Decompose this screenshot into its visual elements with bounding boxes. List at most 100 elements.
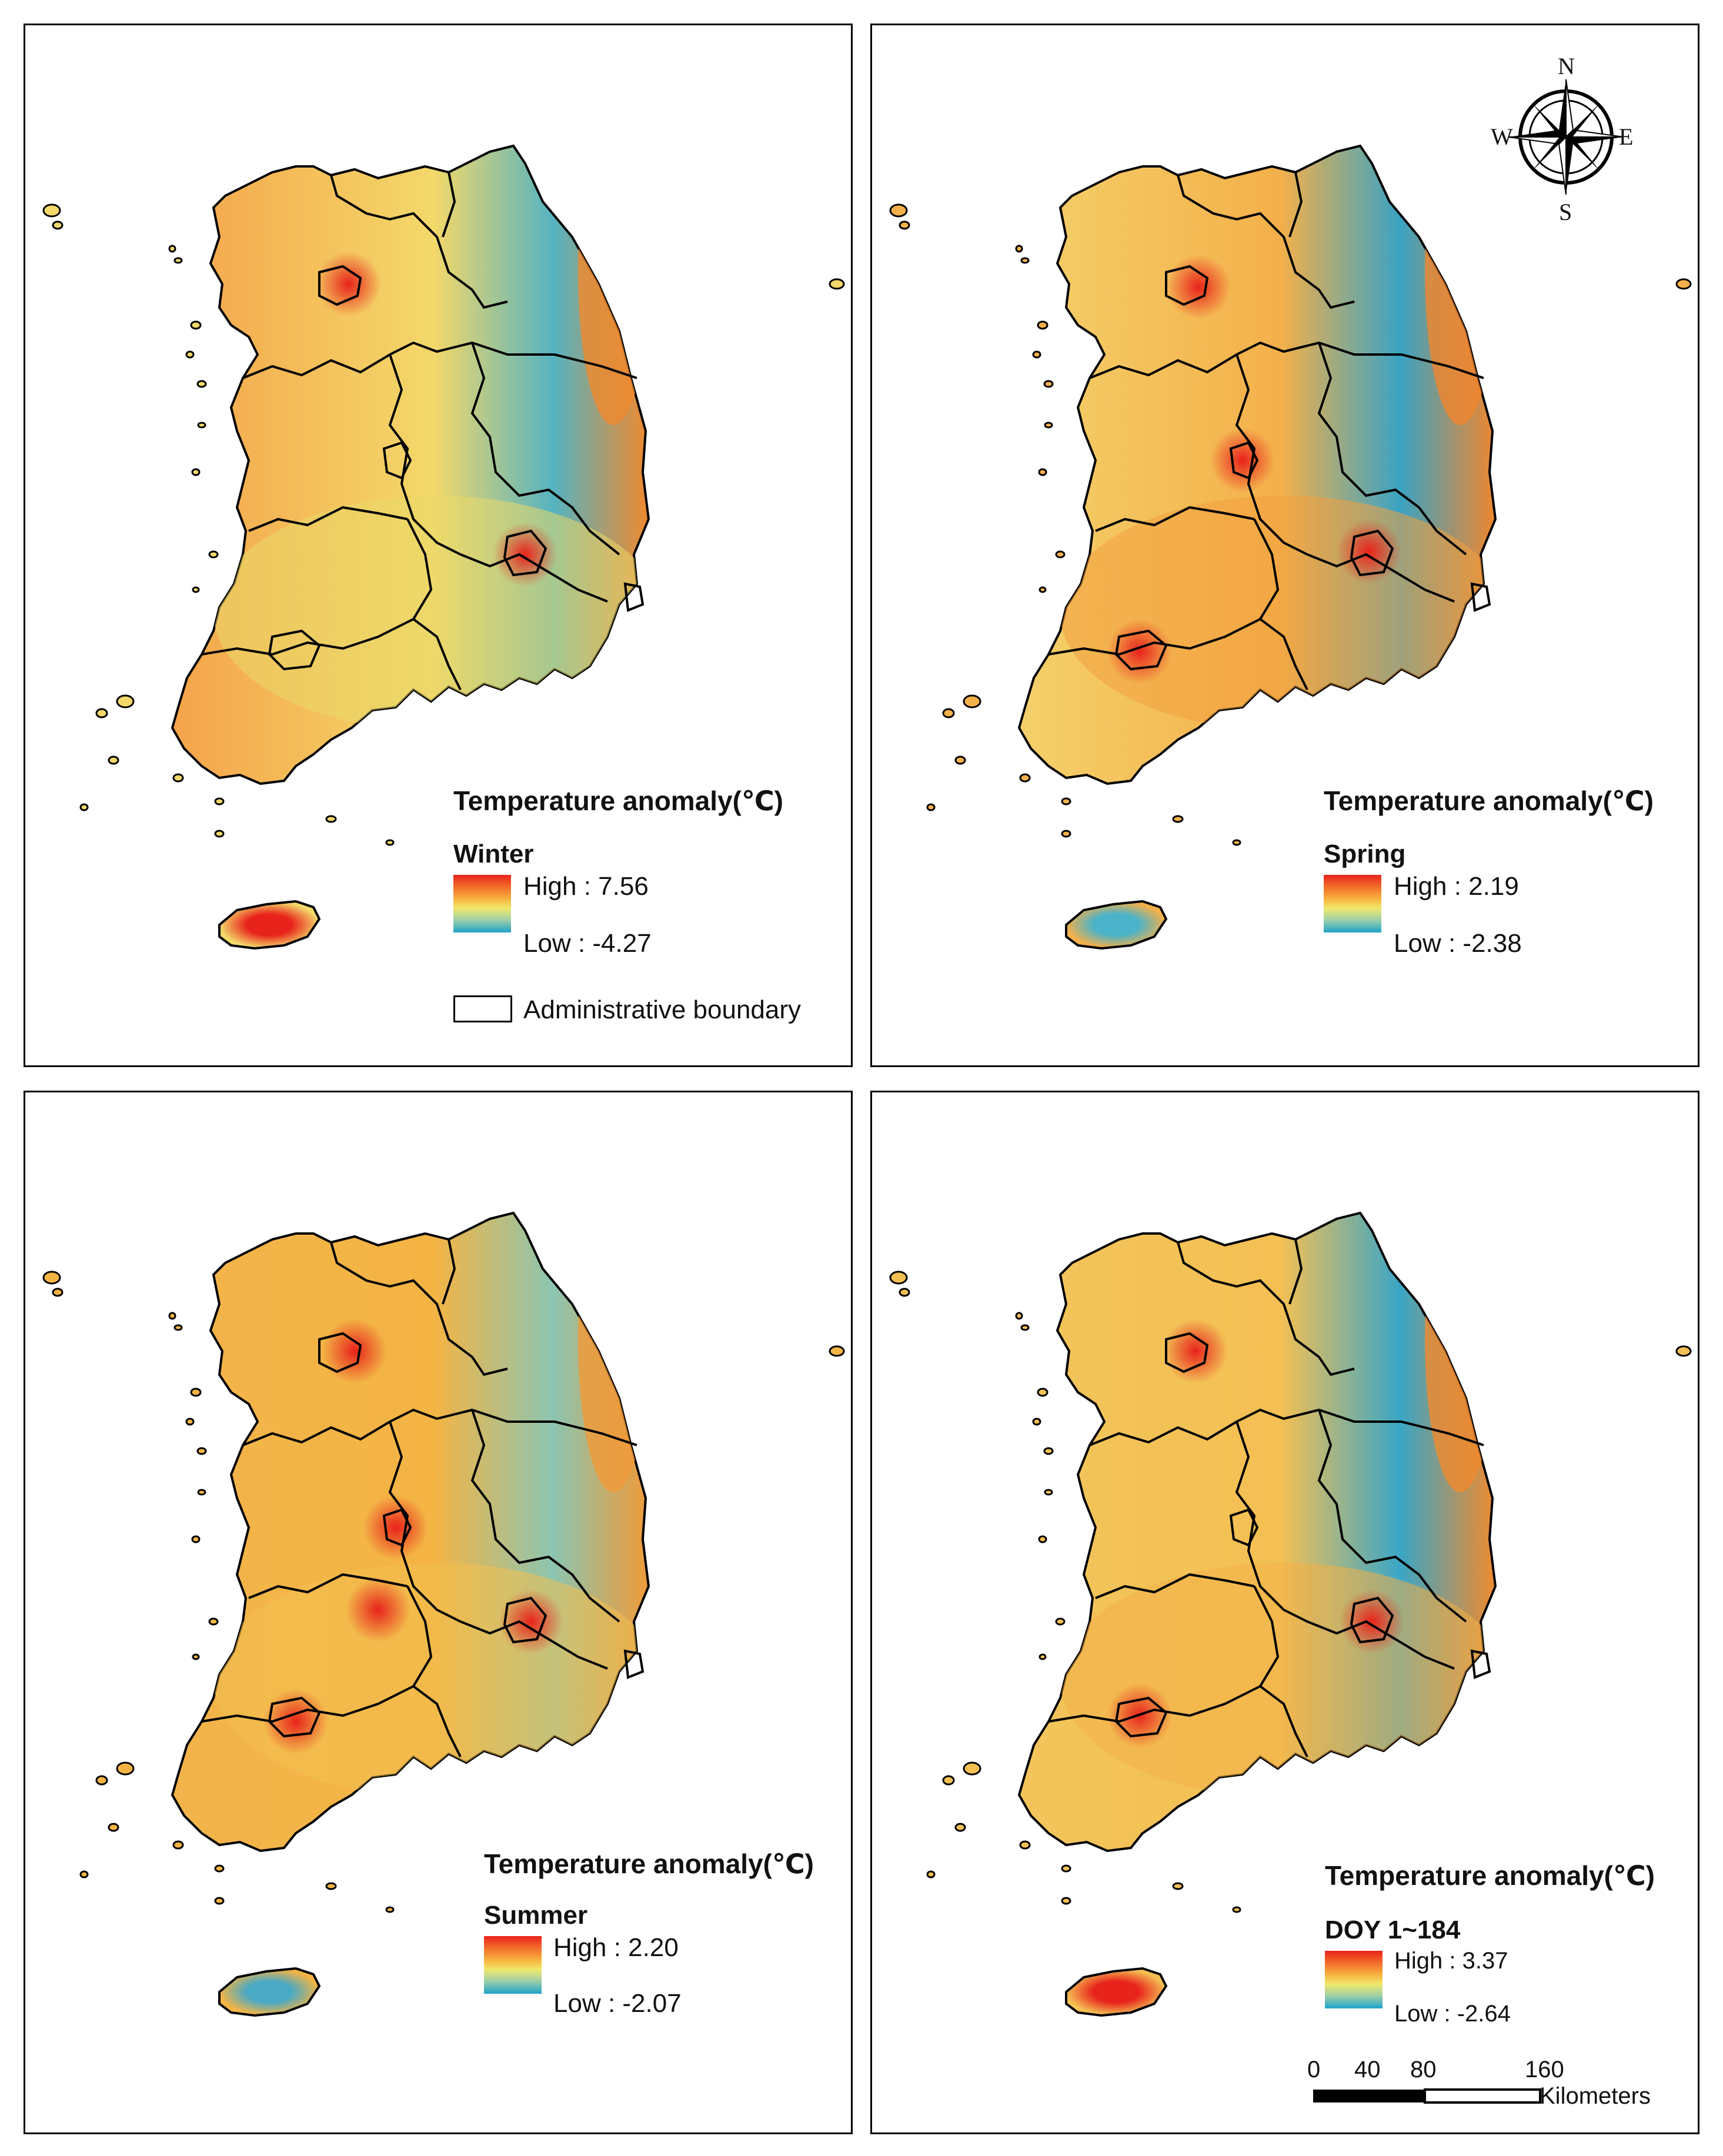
admin-boundary [242,1408,637,1446]
island [108,756,119,765]
island [1015,1312,1023,1320]
jeju-island [1065,1967,1168,2017]
city-boundary [1470,1649,1491,1679]
legend-low-value: Low : -2.64 [1394,2001,1511,2027]
island [192,1653,200,1660]
island [889,203,908,218]
island [963,1761,981,1776]
city-boundary [268,629,321,671]
island [1032,1418,1041,1426]
legend-season-label: Winter [453,840,534,868]
island [1037,320,1049,330]
island [889,1271,908,1285]
city-boundary [1114,629,1168,671]
compass-north: N [1558,53,1575,79]
city-boundary [1165,1332,1209,1373]
island [191,468,201,476]
island [926,803,936,811]
boundary-legend-label: Administrative boundary [523,995,802,1024]
city-boundary [382,441,412,480]
island [196,1447,207,1455]
admin-boundary [330,1242,508,1376]
admin-boundary [248,506,408,532]
city-boundary [318,265,362,306]
island [1044,1489,1053,1496]
admin-boundary [442,1239,456,1305]
island [1232,1906,1241,1913]
legend-title: Temperature anomaly(℃) [453,785,783,816]
legend-high-value: High : 3.37 [1394,1948,1508,1974]
compass-east: E [1619,123,1634,150]
admin-boundary [1095,1573,1255,1599]
scale-tick-40: 40 [1354,2057,1381,2083]
legend-high-value: High : 7.56 [523,872,649,901]
island [954,756,966,765]
island [95,708,108,718]
city-boundary [1229,441,1259,480]
island [168,245,176,253]
scale-tick-0: 0 [1307,2057,1321,2083]
island [173,1324,183,1331]
island [42,203,61,218]
island [954,1823,966,1832]
island [52,220,64,230]
island [963,694,981,708]
island [942,708,955,718]
city-boundary [503,529,547,577]
city-boundary [503,1596,547,1644]
admin-boundary [1307,553,1455,603]
island [1038,1535,1047,1543]
city-boundary [1470,582,1491,612]
island [1019,773,1031,783]
admin-boundary [1235,354,1308,556]
island [1032,350,1041,359]
city-boundary [268,1696,321,1738]
admin-boundary [1317,342,1467,556]
island [325,1882,337,1890]
island [116,1761,135,1776]
island [1039,586,1047,593]
city-boundary [1350,529,1394,577]
map-panel-spring: N E S W Temperature anomaly(℃) Spring Hi… [870,24,1699,1067]
island [214,1864,225,1873]
island [42,1271,61,1285]
compass-west: W [1491,123,1513,150]
city-boundary [623,1649,645,1679]
island [829,278,845,290]
island [208,1617,219,1626]
admin-boundary [1235,1421,1308,1623]
legend-low-value: Low : -2.07 [553,1989,682,2018]
legend-season-label: DOY 1~184 [1325,1916,1461,1944]
scale-tick-160: 160 [1525,2057,1564,2083]
legend-high-value: High : 2.20 [553,1933,679,1962]
island [1019,1840,1031,1850]
jeju-island [218,1967,321,2017]
legend-season-label: Summer [484,1901,588,1930]
scale-tick-80: 80 [1410,2057,1437,2083]
admin-boundary [330,175,508,309]
island [325,815,337,823]
island [1015,245,1023,253]
scale-unit-label: Kilometers [1540,2083,1651,2109]
admin-boundary [1048,1685,1261,1723]
island [926,1870,936,1878]
admin-boundary [460,1620,608,1670]
admin-boundary [242,341,637,379]
island [1061,797,1071,805]
island [116,694,135,708]
island [1675,278,1692,290]
jeju-island [1065,900,1168,950]
island [190,320,202,330]
admin-boundary [201,618,414,656]
admin-boundary [388,354,461,556]
city-boundary [1229,1508,1259,1547]
admin-boundary [1288,172,1303,238]
legend-title: Temperature anomaly(℃) [1325,1860,1655,1891]
island [197,422,206,429]
island [95,1775,108,1786]
island [385,839,395,846]
island [1020,1324,1030,1331]
compass-south: S [1559,199,1572,225]
city-boundary [318,1332,362,1373]
island [1061,1897,1071,1905]
